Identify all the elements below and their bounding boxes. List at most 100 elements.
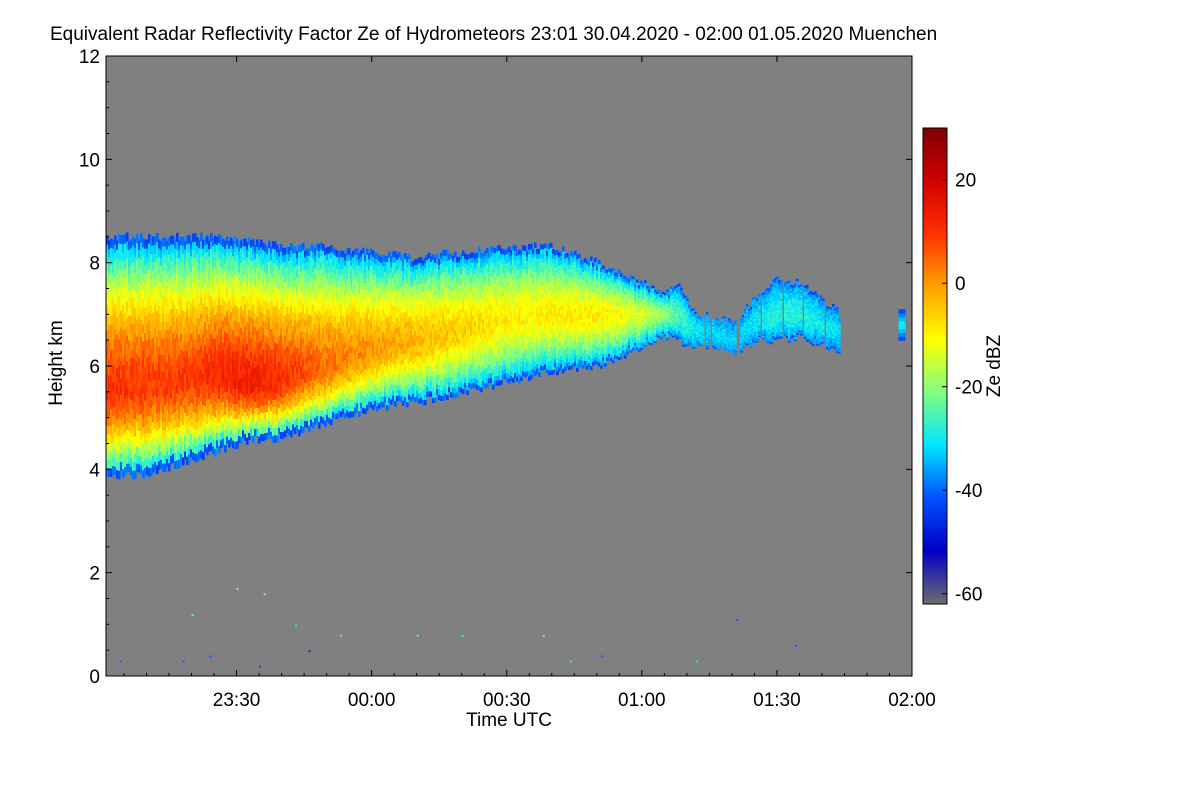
echo-cell [254, 353, 257, 362]
echo-cell [382, 385, 385, 392]
echo-cell [234, 441, 237, 450]
echo-cell [202, 302, 205, 312]
echo-cell [398, 347, 401, 354]
echo-cell [118, 243, 121, 253]
echo-cell [270, 390, 273, 398]
echo-cell [306, 420, 309, 428]
echo-cell [418, 345, 421, 352]
echo-cell [378, 364, 381, 371]
echo-cell [254, 346, 257, 355]
echo-cell [342, 250, 345, 258]
echo-cell [424, 362, 427, 369]
echo-cell [338, 386, 341, 394]
echo-cell [390, 309, 393, 315]
echo-cell [276, 336, 279, 344]
echo-cell [152, 329, 155, 339]
echo-cell [214, 314, 217, 323]
echo-cell [368, 340, 371, 347]
echo-cell [370, 288, 373, 295]
echo-cell [350, 253, 353, 260]
echo-cell [128, 257, 131, 267]
echo-cell [398, 283, 401, 290]
echo-cell [130, 365, 133, 375]
echo-cell [164, 446, 167, 456]
echo-cell [186, 349, 189, 359]
echo-cell [190, 340, 193, 349]
echo-cell [286, 392, 289, 400]
echo-cell [358, 270, 361, 277]
echo-cell [202, 396, 205, 406]
echo-cell [140, 361, 143, 372]
echo-cell [248, 266, 251, 274]
echo-cell [180, 397, 183, 406]
echo-cell [274, 434, 277, 443]
echo-cell [108, 467, 111, 477]
echo-cell [306, 363, 309, 371]
echo-cell [368, 264, 371, 271]
echo-cell [370, 356, 373, 363]
echo-cell [268, 420, 271, 429]
echo-cell [268, 240, 271, 249]
echo-cell [110, 332, 113, 342]
echo-cell [334, 255, 337, 262]
echo-cell [168, 262, 171, 272]
echo-cell [222, 386, 225, 395]
echo-cell [160, 289, 163, 299]
echo-cell [216, 236, 219, 246]
echo-cell [378, 342, 381, 349]
echo-cell [410, 350, 413, 357]
echo-cell [382, 254, 385, 261]
echo-cell [250, 372, 253, 380]
echo-cell [408, 336, 411, 343]
echo-cell [298, 285, 301, 294]
echo-cell [122, 252, 125, 262]
echo-cell [328, 328, 331, 336]
echo-cell [190, 248, 193, 257]
echo-cell [174, 395, 177, 404]
echo-cell [254, 360, 257, 368]
echo-cell [112, 390, 115, 400]
echo-cell [204, 283, 207, 292]
echo-cell [280, 285, 283, 294]
echo-cell [152, 362, 155, 372]
echo-cell [264, 390, 267, 399]
echo-cell [388, 294, 391, 301]
echo-cell [336, 370, 339, 378]
echo-cell [172, 421, 175, 430]
echo-cell [152, 253, 155, 263]
echo-cell [336, 298, 339, 306]
echo-cell [390, 351, 393, 358]
echo-cell [394, 300, 397, 308]
echo-cell [188, 364, 191, 374]
echo-cell [286, 319, 289, 327]
echo-cell [298, 381, 301, 389]
echo-cell [196, 381, 199, 391]
echo-cell [288, 400, 291, 409]
echo-cell [176, 417, 179, 427]
echo-cell [274, 241, 277, 250]
echo-cell [138, 348, 141, 357]
echo-cell [326, 309, 329, 316]
echo-cell [278, 275, 281, 283]
echo-cell [132, 426, 135, 437]
echo-cell [128, 446, 131, 456]
echo-cell [274, 413, 277, 422]
echo-cell [160, 329, 163, 339]
echo-cell [190, 425, 193, 434]
echo-cell [370, 271, 373, 278]
echo-cell [254, 292, 257, 300]
echo-cell [310, 360, 313, 368]
echo-cell [294, 252, 297, 260]
echo-cell [300, 378, 303, 386]
echo-cell [318, 401, 321, 410]
echo-cell [200, 256, 203, 266]
echo-cell [106, 441, 109, 452]
echo-cell [114, 448, 117, 459]
echo-cell [364, 368, 367, 375]
echo-cell [142, 426, 145, 436]
echo-cell [424, 257, 427, 264]
echo-cell [318, 375, 321, 383]
echo-cell [388, 305, 391, 312]
echo-cell [408, 284, 411, 291]
echo-cell [110, 340, 113, 350]
